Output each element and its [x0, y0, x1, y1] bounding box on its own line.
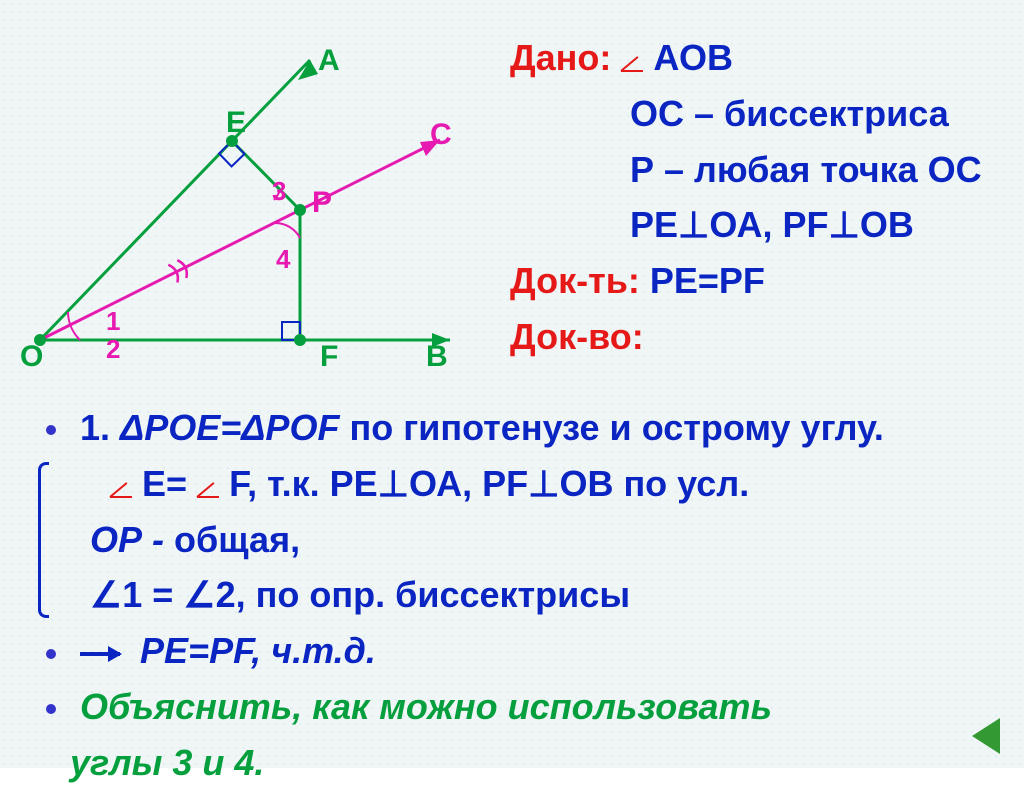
given-p: Р – любая точка ОС [510, 142, 982, 198]
angle-label-2: 2 [106, 334, 120, 364]
ray-OA [40, 60, 310, 340]
angle-arc-4 [275, 223, 300, 238]
proof-label: Док-во: [510, 309, 982, 365]
explain-2: углы 3 и 4. [70, 742, 264, 783]
ray-OC-bisector [40, 140, 440, 340]
step1-eq: ΔРОЕ=ΔPOF [120, 407, 339, 448]
bullet-icon [46, 704, 56, 714]
label-E: E [226, 106, 246, 139]
given-angle-aob: АОВ [653, 37, 733, 78]
step3a: ОР - [90, 519, 174, 560]
step1-reason: по гипотенузе и острому углу. [349, 407, 883, 448]
angle-label-3: 3 [272, 176, 286, 206]
step5: PE=PF, ч.т.д. [140, 630, 376, 671]
label-P: P [312, 186, 332, 219]
prove-label: Док-ть: [510, 260, 640, 301]
step1-num: 1. [80, 407, 120, 448]
given-perp: РЕ⊥ОА, PF⊥ОВ [510, 197, 982, 253]
given-label: Дано: [510, 37, 611, 78]
given-block: Дано: АОВ ОС – биссектриса Р – любая точ… [510, 30, 982, 365]
bullet-icon [46, 649, 56, 659]
angle-icon [621, 50, 643, 72]
slide-content: A B C O P E F 1 2 3 4 Дано: АОВ ОС – бис… [0, 0, 1024, 768]
step2a: E= [142, 463, 187, 504]
step4: 1 = ∠2, по опр. биссектрисы [122, 574, 630, 615]
point-P [294, 204, 306, 216]
angle-label-1: 1 [106, 306, 120, 336]
angle-label-4: 4 [276, 244, 291, 274]
angle-icon [197, 476, 219, 498]
angle-icon [110, 476, 132, 498]
point-F [294, 334, 306, 346]
label-F: F [320, 340, 338, 373]
step3b: общая, [174, 519, 300, 560]
step2b: F, т.к. РЕ⊥ОА, PF⊥OB по усл. [229, 463, 749, 504]
bullet-icon [46, 425, 56, 435]
label-A: A [318, 44, 340, 77]
label-O: O [20, 340, 43, 373]
prove-eq: PE=PF [650, 260, 765, 301]
explain-1: Объяснить, как можно использовать [80, 686, 772, 727]
label-B: B [426, 340, 448, 373]
proof-block: 1. ΔРОЕ=ΔPOF по гипотенузе и острому угл… [40, 400, 1000, 791]
brace-icon [38, 462, 49, 618]
back-nav-button[interactable] [972, 718, 1000, 754]
geometry-diagram: A B C O P E F 1 2 3 4 [20, 40, 500, 380]
arrow-icon [80, 652, 120, 656]
label-C: C [430, 118, 452, 151]
given-oc: ОС – биссектриса [510, 86, 982, 142]
angle-arc-O [68, 312, 80, 340]
